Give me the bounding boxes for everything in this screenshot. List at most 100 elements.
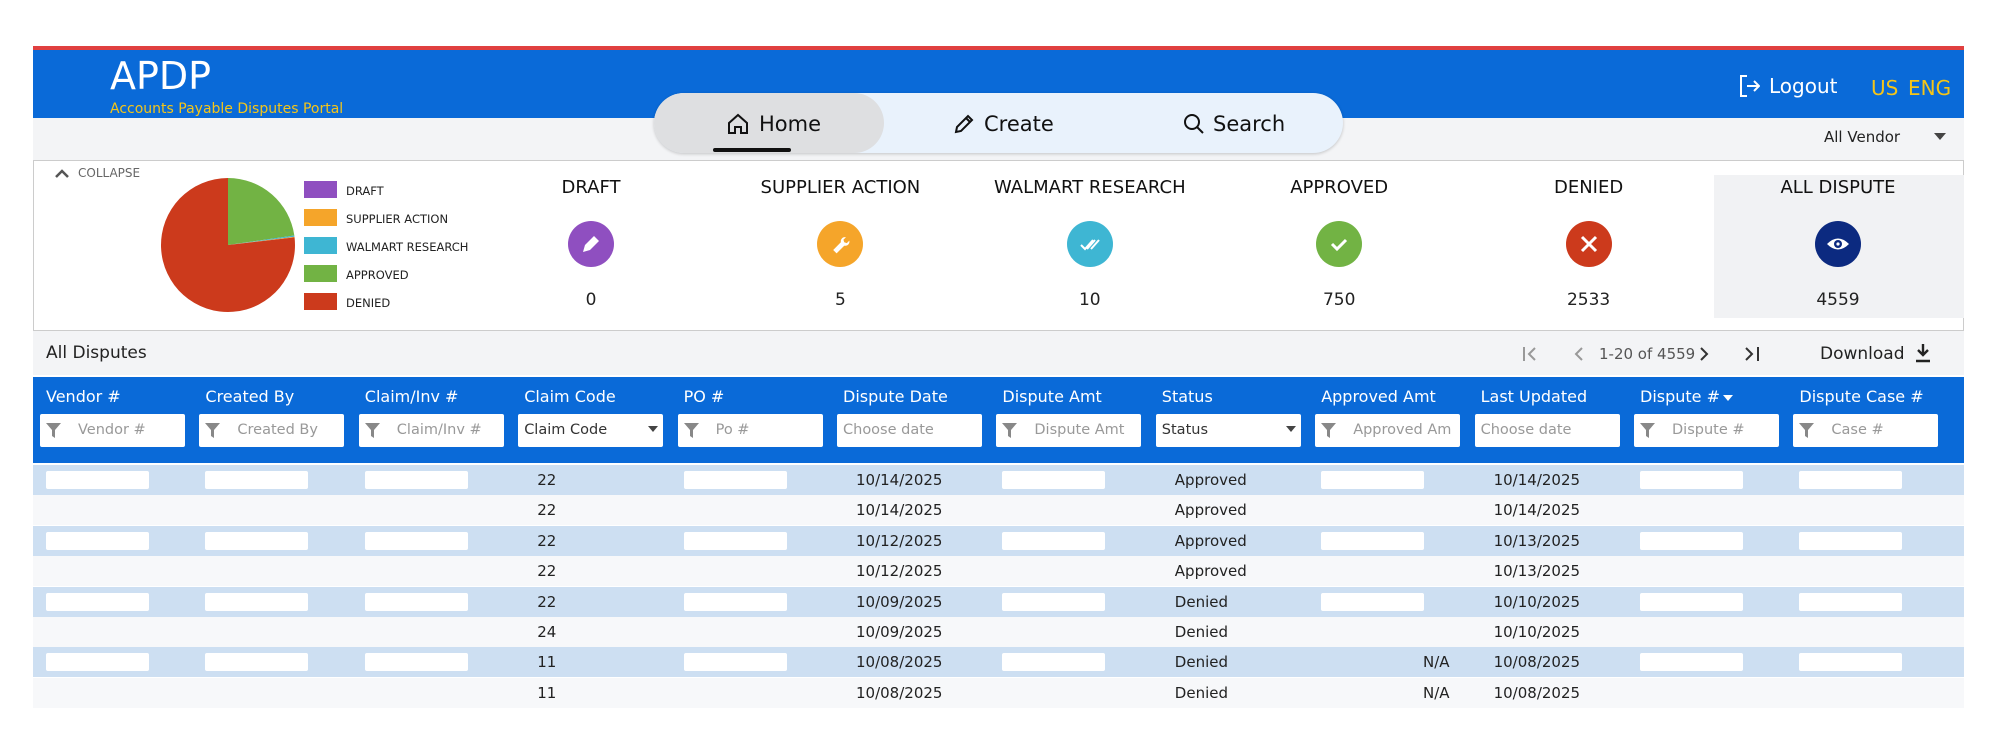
filter-icon [46,423,61,438]
summary-panel [33,160,1964,331]
filter-placeholder: Created By [237,422,318,438]
filter-input[interactable] [1634,414,1779,447]
redacted-cell [1640,653,1743,672]
status-title[interactable]: WALMART RESEARCH [993,177,1186,198]
redacted-cell [1002,592,1106,611]
filter-icon [683,423,699,438]
redacted-cell [205,471,309,489]
table-cell: 10/09/2025 [856,592,943,611]
download-button[interactable]: Download [1820,344,1905,364]
vendor-select[interactable]: All Vendor [1824,128,1901,146]
legend-label: APPROVED [346,268,409,282]
table-cell: 22 [537,501,557,520]
filter-input[interactable] [1474,414,1620,447]
status-count: 4559 [1816,290,1860,310]
column-header[interactable]: Dispute Case # [1799,387,1924,406]
nav-item[interactable]: Search [1213,112,1286,136]
redacted-cell [1321,531,1425,550]
filter-input[interactable] [40,414,185,447]
redacted-cell [1799,653,1903,672]
region[interactable]: US [1871,76,1899,100]
collapse-button[interactable]: COLLAPSE [78,166,141,180]
redacted-cell [1640,592,1743,611]
status-title[interactable]: DRAFT [561,177,621,198]
filter-input[interactable] [358,414,504,447]
status-icon [1316,221,1363,267]
table-cell: Approved [1174,531,1247,550]
column-header[interactable]: PO # [683,387,725,406]
column-header[interactable]: Dispute Date [843,387,948,406]
collapse-icon [55,169,69,178]
pie-slice [228,178,295,245]
column-header[interactable]: Created By [205,387,295,406]
pie-slice [228,235,295,245]
filter-placeholder: Choose date [1480,422,1572,438]
redacted-cell [1002,653,1106,672]
nav-item[interactable]: Create [984,112,1054,136]
column-header[interactable]: Claim Code [524,387,616,406]
nav-icon [728,113,748,134]
status-title[interactable]: APPROVED [1290,177,1389,198]
status-count: 5 [834,290,846,310]
sort-caret [1723,395,1733,401]
table-cell: Approved [1174,562,1247,581]
redacted-cell [683,531,787,550]
table-cell: 22 [537,562,557,581]
filter-input[interactable] [1315,414,1461,447]
logout-button[interactable]: Logout [1769,74,1838,98]
redacted-cell [1321,592,1425,611]
table-toolbar [33,331,1964,375]
filter-input[interactable] [1155,414,1301,447]
column-header[interactable]: Dispute # [1640,387,1721,406]
status-title[interactable]: SUPPLIER ACTION [760,177,921,198]
column-header[interactable]: Vendor # [46,387,121,406]
filter-input[interactable] [518,414,664,447]
filter-input[interactable] [1793,414,1939,447]
status-count: 750 [1322,290,1356,310]
redacted-cell [364,531,468,550]
table-cell: 10/14/2025 [856,501,943,520]
redacted-cell [46,592,149,611]
table-cell: Approved [1174,471,1247,489]
table-cell: 22 [537,531,557,550]
redacted-cell [1640,471,1743,489]
table-cell: 11 [537,683,557,702]
filter-placeholder: Dispute Amt [1034,422,1125,438]
column-header[interactable]: Claim/Inv # [364,387,459,406]
status-count: 0 [585,290,597,310]
table-cell: Approved [1174,501,1247,520]
status-title[interactable]: DENIED [1553,177,1624,198]
filter-input[interactable] [199,414,345,447]
redacted-cell [205,592,309,611]
download-icon [1916,344,1930,363]
status-icon [568,221,614,267]
legend-swatch [304,265,337,282]
status-icon [1066,221,1113,267]
filter-input[interactable] [677,414,823,447]
table-cell: Denied [1174,623,1228,641]
column-header[interactable]: Status [1161,387,1213,406]
filter-input[interactable] [837,414,982,447]
table-cell: 10/09/2025 [856,623,943,641]
nav-item[interactable]: Home [759,112,822,136]
legend-label: DENIED [346,296,391,310]
pager-icons [1523,347,1759,361]
table-cell: 24 [537,623,557,641]
redacted-cell [1799,531,1903,550]
table-row [33,677,1964,708]
status-title[interactable]: ALL DISPUTE [1780,177,1896,198]
filter-input[interactable] [996,414,1142,447]
column-header[interactable]: Dispute Amt [1002,387,1102,406]
language[interactable]: ENG [1908,76,1952,100]
caret [1934,133,1946,140]
legend-swatch [304,181,337,198]
table-cell: 10/14/2025 [1493,501,1581,520]
pie-slice [161,178,295,312]
filter-placeholder: Choose date [843,422,934,438]
column-header[interactable]: Approved Amt [1321,387,1436,406]
legend-label: DRAFT [346,184,384,198]
column-header[interactable]: Last Updated [1480,387,1588,406]
dropdown-caret [1285,426,1296,432]
table-cell: 10/08/2025 [1493,653,1581,672]
